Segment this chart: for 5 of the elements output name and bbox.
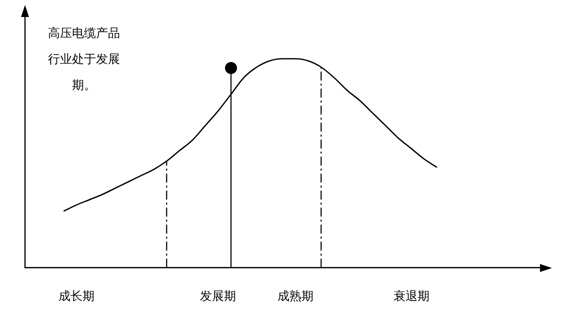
x-tick-label: 发展期: [200, 288, 236, 303]
x-tick-label: 成长期: [58, 288, 94, 303]
annotation: 高压电缆产品行业处于发展期。: [47, 25, 121, 94]
x-tick-label: 衰退期: [393, 288, 430, 303]
x-tick-label: 成熟期: [277, 288, 314, 303]
